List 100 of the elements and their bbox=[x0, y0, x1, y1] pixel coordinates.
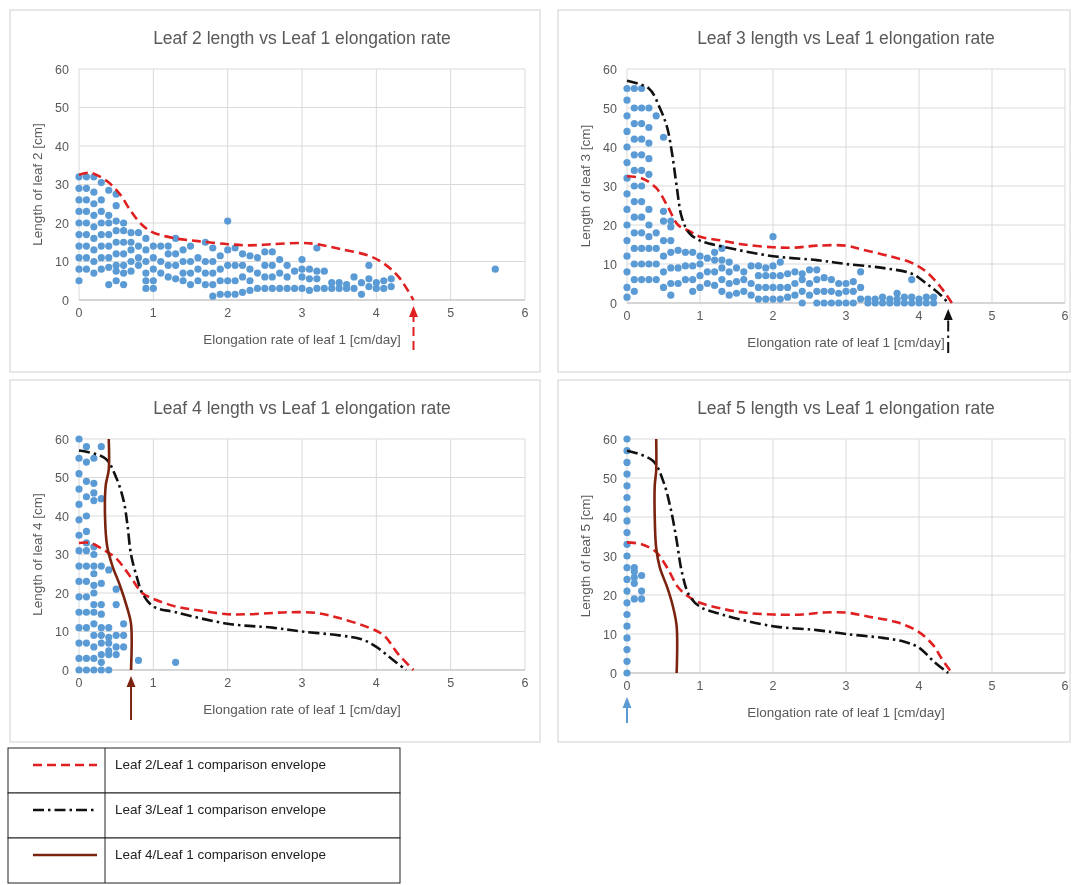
x-tick-label: 3 bbox=[842, 679, 850, 693]
point bbox=[630, 595, 638, 603]
x-tick-label: 2 bbox=[224, 306, 232, 320]
x-axis-title: Elongation rate of leaf 1 [cm/day] bbox=[203, 332, 401, 347]
point bbox=[623, 564, 631, 572]
y-tick-label: 30 bbox=[603, 179, 618, 194]
x-tick-label: 2 bbox=[224, 676, 232, 690]
y-tick-label: 20 bbox=[603, 218, 618, 233]
y-axis-title: Length of leaf 2 [cm] bbox=[30, 123, 45, 246]
y-tick-label: 0 bbox=[62, 663, 70, 678]
y-tick-label: 30 bbox=[55, 548, 70, 562]
line-series bbox=[625, 174, 954, 305]
chart-title: Leaf 3 length vs Leaf 1 elongation rate bbox=[697, 28, 995, 48]
point bbox=[638, 587, 646, 595]
y-tick-label: 60 bbox=[55, 432, 70, 447]
y-tick-label: 40 bbox=[603, 140, 618, 155]
x-tick-label: 1 bbox=[149, 306, 157, 320]
y-tick-label: 60 bbox=[603, 62, 618, 77]
x-tick-label: 6 bbox=[521, 306, 529, 320]
point bbox=[638, 595, 646, 603]
y-axis-title: Length of leaf 3 [cm] bbox=[578, 124, 593, 248]
point bbox=[623, 505, 631, 513]
line-series bbox=[653, 437, 679, 675]
x-tick-label: 5 bbox=[988, 679, 996, 693]
point bbox=[623, 552, 631, 560]
x-tick-label: 1 bbox=[696, 679, 704, 693]
line-series bbox=[103, 437, 133, 672]
y-tick-label: 40 bbox=[603, 510, 618, 525]
point bbox=[638, 571, 646, 580]
point bbox=[623, 622, 631, 630]
point bbox=[623, 517, 631, 525]
x-tick-label: 6 bbox=[1061, 309, 1069, 323]
y-tick-label: 10 bbox=[55, 255, 70, 269]
x-axis-title: Elongation rate of leaf 1 [cm/day] bbox=[747, 705, 945, 720]
legend-label: Leaf 3/Leaf 1 comparison envelope bbox=[115, 802, 326, 817]
y-tick-label: 50 bbox=[55, 101, 70, 115]
x-tick-label: 6 bbox=[1061, 679, 1069, 693]
x-tick-label: 1 bbox=[696, 309, 704, 323]
point bbox=[630, 573, 638, 582]
y-tick-label: 30 bbox=[55, 178, 70, 192]
point bbox=[623, 634, 631, 642]
chart-title: Leaf 5 length vs Leaf 1 elongation rate bbox=[697, 398, 995, 418]
point bbox=[623, 657, 631, 665]
line-series bbox=[625, 449, 950, 675]
point bbox=[623, 458, 631, 466]
point bbox=[623, 435, 631, 443]
x-axis-title: Elongation rate of leaf 1 [cm/day] bbox=[747, 335, 945, 350]
x-tick-label: 4 bbox=[372, 676, 380, 690]
y-axis-title: Length of leaf 4 [cm] bbox=[30, 493, 45, 616]
x-tick-label: 4 bbox=[372, 306, 380, 320]
y-tick-label: 40 bbox=[55, 509, 70, 524]
x-tick-label: 5 bbox=[447, 306, 455, 320]
x-tick-label: 1 bbox=[149, 676, 157, 690]
x-tick-label: 4 bbox=[915, 679, 923, 693]
point bbox=[623, 482, 631, 490]
y-tick-label: 30 bbox=[603, 549, 618, 564]
y-tick-label: 50 bbox=[55, 471, 70, 485]
chart-title: Leaf 4 length vs Leaf 1 elongation rate bbox=[153, 398, 451, 418]
chart-title: Leaf 2 length vs Leaf 1 elongation rate bbox=[153, 28, 451, 48]
line-series bbox=[77, 449, 408, 672]
y-tick-label: 50 bbox=[603, 101, 618, 116]
y-tick-label: 60 bbox=[55, 62, 70, 77]
y-tick-label: 20 bbox=[55, 586, 70, 601]
point bbox=[623, 646, 631, 654]
x-tick-label: 3 bbox=[298, 306, 306, 320]
y-tick-label: 60 bbox=[603, 432, 618, 447]
point bbox=[623, 669, 631, 677]
x-tick-label: 0 bbox=[623, 679, 631, 693]
point bbox=[623, 529, 631, 537]
point bbox=[623, 493, 631, 502]
y-tick-label: 20 bbox=[603, 588, 618, 603]
point bbox=[623, 587, 631, 595]
y-tick-label: 10 bbox=[603, 257, 618, 272]
x-tick-label: 0 bbox=[75, 306, 83, 320]
y-tick-label: 10 bbox=[603, 627, 618, 642]
y-tick-label: 20 bbox=[55, 216, 70, 231]
y-tick-label: 40 bbox=[55, 139, 70, 154]
x-tick-label: 4 bbox=[915, 309, 923, 323]
point bbox=[630, 579, 638, 587]
line-series bbox=[77, 171, 415, 302]
y-tick-label: 50 bbox=[603, 471, 618, 486]
y-axis-title: Length of leaf 5 [cm] bbox=[578, 494, 593, 618]
x-tick-label: 2 bbox=[769, 309, 777, 323]
line-series bbox=[77, 541, 415, 672]
x-tick-label: 3 bbox=[842, 309, 850, 323]
y-tick-label: 0 bbox=[62, 293, 70, 308]
point bbox=[623, 610, 631, 619]
point bbox=[623, 470, 631, 478]
y-tick-label: 10 bbox=[55, 625, 70, 639]
x-tick-label: 2 bbox=[769, 679, 777, 693]
x-tick-label: 5 bbox=[447, 676, 455, 690]
x-tick-label: 0 bbox=[623, 309, 631, 323]
legend-label: Leaf 2/Leaf 1 comparison envelope bbox=[115, 757, 326, 772]
point bbox=[623, 575, 631, 583]
x-tick-label: 6 bbox=[521, 676, 529, 690]
x-tick-label: 5 bbox=[988, 309, 996, 323]
x-tick-label: 3 bbox=[298, 676, 306, 690]
legend-label: Leaf 4/Leaf 1 comparison envelope bbox=[115, 847, 326, 862]
x-axis-title: Elongation rate of leaf 1 [cm/day] bbox=[203, 702, 401, 717]
x-tick-label: 0 bbox=[75, 676, 83, 690]
